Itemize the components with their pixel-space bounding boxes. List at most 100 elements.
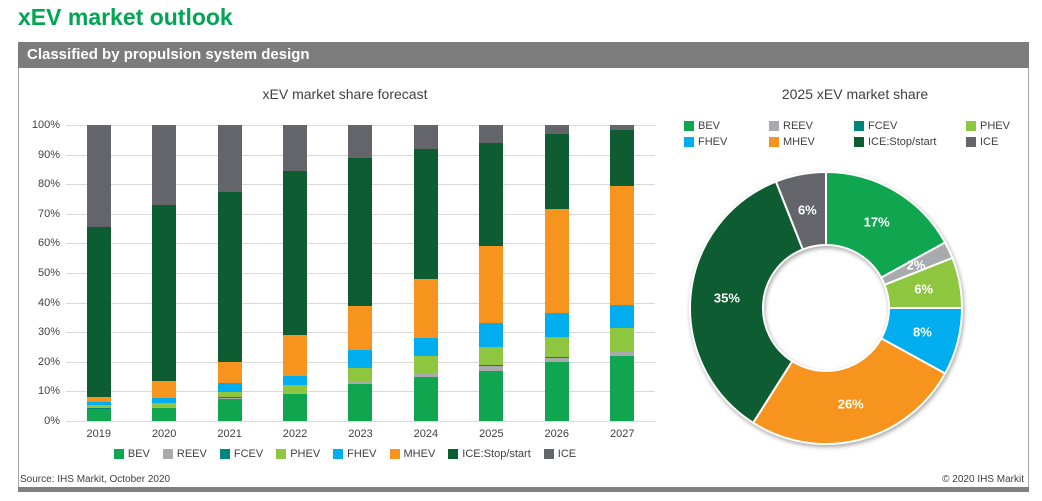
x-axis-label: 2027 (609, 428, 635, 440)
legend-label: ICE:Stop/start (868, 136, 937, 148)
bar-segment (152, 204, 177, 382)
bar-segment (348, 350, 373, 368)
bar-segment (86, 405, 111, 409)
bar-segment (348, 367, 373, 382)
bar-segment (479, 125, 504, 143)
bar-column (66, 125, 131, 421)
bar-stack (544, 125, 569, 421)
legend-swatch (966, 137, 976, 147)
bar-segment (479, 364, 504, 366)
bar-chart-plot-area (66, 125, 655, 422)
legend-item: FCEV (854, 120, 966, 132)
bar-segment (348, 381, 373, 384)
legend-swatch (769, 137, 779, 147)
bar-column (131, 125, 196, 421)
bar-column (197, 125, 262, 421)
bar-stack (217, 125, 242, 421)
bottom-divider-bar (18, 487, 1029, 492)
bar-segment (413, 376, 438, 421)
legend-item: FCEV (219, 448, 263, 460)
y-axis-tick-label: 20% (37, 355, 60, 368)
bar-stack (610, 125, 635, 421)
donut-chart-title: 2025 xEV market share (781, 86, 929, 102)
bar-segment (152, 407, 177, 421)
legend-swatch (854, 137, 864, 147)
x-axis-label: 2026 (544, 428, 570, 440)
donut-legend: BEV REEV FCEV PHEV FHEV MHEV ICE:Stop/start ICE (684, 120, 1026, 148)
y-axis-tick-label: 0% (44, 415, 60, 427)
x-axis-label: 2020 (151, 428, 177, 440)
legend-swatch (854, 121, 864, 131)
bar-segment (610, 185, 635, 305)
bar-segment (86, 408, 111, 410)
bar-column (262, 125, 327, 421)
bar-segment (413, 355, 438, 374)
legend-label: ICE (557, 448, 577, 460)
legend-label: ICE:Stop/start (462, 448, 531, 460)
bar-segment (544, 313, 569, 337)
bar-segment (610, 304, 635, 329)
bar-segment (413, 338, 438, 356)
gridline (66, 421, 655, 422)
legend-item: FHEV (333, 448, 377, 460)
legend-swatch (333, 449, 344, 459)
bar-segment (544, 209, 569, 313)
legend-swatch (684, 137, 694, 147)
legend-label: REEV (176, 448, 207, 460)
donut-slice (689, 180, 805, 425)
bar-segment (413, 125, 438, 149)
bar-segment (610, 350, 635, 352)
donut-chart: 2025 xEV market share BEV REEV FCEV PHEV FHE… (670, 80, 1040, 480)
bar-stack (413, 125, 438, 421)
bar-segment (86, 401, 111, 406)
bar-segment (610, 328, 635, 351)
bar-segment (610, 125, 635, 130)
legend-item: FHEV (684, 136, 769, 148)
bar-segment (413, 148, 438, 279)
legend-swatch (684, 121, 694, 131)
bar-stack (348, 125, 373, 421)
legend-item: PHEV (276, 448, 320, 460)
bar-segment (283, 125, 308, 171)
legend-label: FHEV (347, 448, 377, 460)
bar-stack (283, 125, 308, 421)
legend-swatch (113, 449, 124, 459)
bar-segment (283, 376, 308, 385)
bar-segment (479, 323, 504, 348)
legend-swatch (389, 449, 400, 459)
bar-segment (479, 365, 504, 371)
legend-label: REEV (783, 120, 813, 132)
x-axis-label: 2021 (217, 428, 242, 440)
y-axis-tick-label: 60% (37, 237, 60, 250)
legend-swatch (543, 449, 554, 459)
bar-segment (610, 355, 635, 421)
legend-swatch (448, 449, 459, 459)
bar-segment (217, 397, 242, 399)
donut-slice-label: 17% (864, 214, 890, 229)
bar-segment (348, 384, 373, 421)
bar-segment (479, 347, 504, 365)
bar-segment (544, 133, 569, 210)
legend-label: MHEV (403, 448, 436, 460)
legend-label: MHEV (783, 136, 815, 148)
bar-segment (348, 157, 373, 306)
bar-segment (544, 361, 569, 421)
donut-slice (774, 170, 827, 251)
bar-segment (86, 397, 111, 402)
bar-stack (479, 125, 504, 421)
bar-segment (610, 129, 635, 186)
y-axis-tick-label: 50% (37, 267, 60, 279)
donut-slice (751, 336, 947, 445)
bar-segment (479, 246, 504, 324)
legend-item: REEV (162, 448, 207, 460)
legend-label: ICE (980, 136, 999, 148)
x-axis-label: 2019 (86, 428, 111, 440)
legend-swatch (966, 121, 976, 131)
bar-segment (283, 384, 308, 393)
source-note: Source: IHS Markit, October 2020 (20, 474, 171, 485)
donut-slice-label: 2% (907, 258, 926, 273)
legend-swatch (162, 449, 173, 459)
bar-segment (283, 394, 308, 421)
bar-segment (152, 406, 177, 408)
legend-item: REEV (769, 120, 854, 132)
